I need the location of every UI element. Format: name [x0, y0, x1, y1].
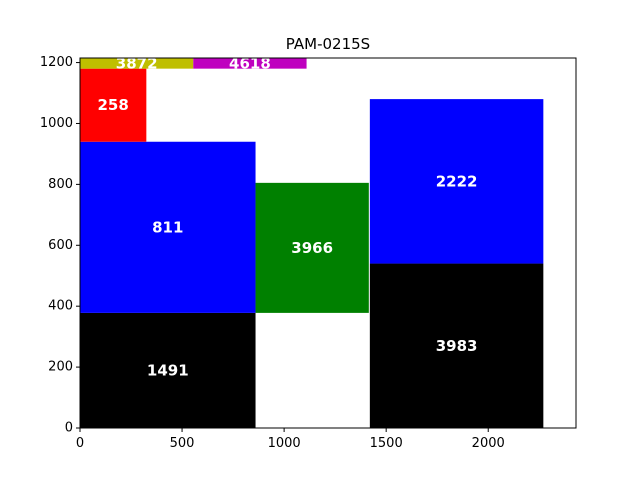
y-tick-label: 400 [48, 299, 73, 314]
y-tick-label: 1000 [40, 116, 73, 131]
rect-label-3983: 3983 [436, 337, 478, 355]
rect-258 [80, 68, 147, 142]
axes-frame [79, 57, 577, 429]
rect-4618 [193, 58, 307, 69]
rect-label-4618: 4618 [229, 54, 271, 72]
y-axis: 0 200 400 600 800 1000 1200 [40, 55, 80, 436]
rect-811 [80, 141, 256, 313]
rect-label-811: 811 [152, 218, 183, 236]
y-tick-label: 1200 [40, 55, 73, 70]
rect-3983 [369, 263, 544, 428]
rect-label-3872: 3872 [116, 54, 158, 72]
y-tick-label: 200 [48, 360, 73, 375]
plot-area: 1491 811 3966 3983 2222 258 3872 4618 [80, 54, 544, 428]
y-tick-label: 0 [65, 421, 73, 436]
rect-label-3966: 3966 [291, 239, 333, 257]
chart-title: PAM-0215S [286, 35, 370, 53]
y-tick-label: 600 [48, 238, 73, 253]
rect-1491 [80, 312, 256, 428]
rect-3872 [80, 58, 194, 69]
x-tick-label: 2000 [472, 436, 505, 451]
rect-3966 [255, 182, 369, 313]
rect-label-1491: 1491 [147, 361, 189, 379]
x-tick-label: 500 [170, 436, 195, 451]
rect-label-2222: 2222 [436, 172, 478, 190]
x-tick-label: 0 [76, 436, 84, 451]
y-tick-label: 800 [48, 177, 73, 192]
rect-label-258: 258 [98, 96, 129, 114]
x-tick-label: 1000 [268, 436, 301, 451]
rect-2222 [369, 99, 544, 264]
x-axis: 0 500 1000 1500 2000 [76, 428, 505, 451]
x-tick-label: 1500 [370, 436, 403, 451]
